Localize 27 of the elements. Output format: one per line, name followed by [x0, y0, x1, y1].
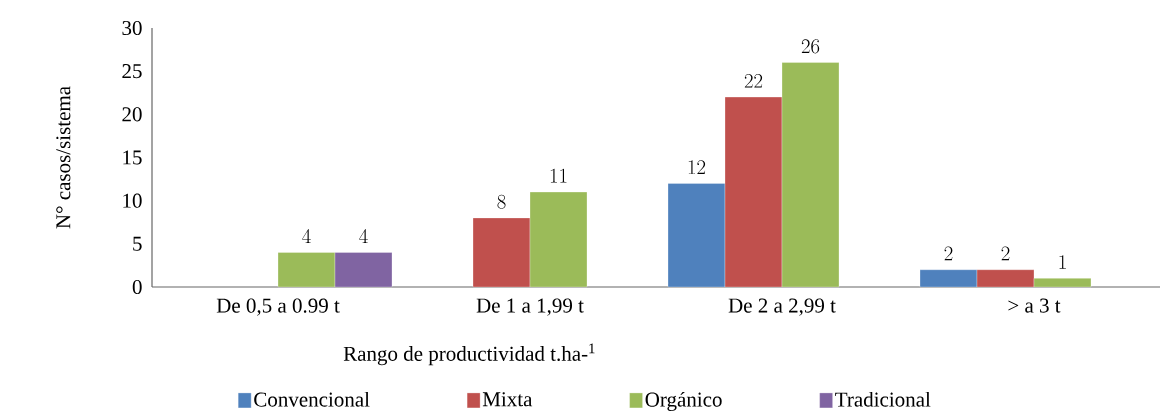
data-label: 1 [1059, 255, 1066, 269]
legend-label: Mixta [482, 392, 533, 407]
data-label: 8 [497, 194, 506, 209]
y-tick-label: 0 [132, 279, 142, 295]
x-axis-title: Rango de productividad t.ha-$^{1}$ [343, 343, 595, 366]
x-tick-label: De 1 a 1,99 t [476, 298, 584, 316]
x-tick-label: De 0,5 a 0.99 t [216, 298, 340, 316]
x-tick-label: > a 3 t [1008, 298, 1061, 313]
y-tick-label: 15 [123, 150, 142, 165]
data-label: 4 [359, 229, 368, 243]
data-label: 22 [744, 73, 763, 88]
legend-label: Orgánico [645, 391, 722, 412]
data-label: 12 [688, 160, 706, 174]
legend-label: Convencional [254, 391, 370, 407]
y-tick-label: 25 [122, 64, 142, 79]
data-label: 2 [1001, 246, 1010, 261]
y-tick-label: 30 [122, 20, 142, 36]
x-tick-label: De 2 a 2,99 t [728, 298, 836, 316]
y-tick-label: 20 [122, 107, 142, 122]
y-tick-label: 5 [133, 236, 142, 251]
data-label: 11 [550, 168, 567, 183]
data-label: 26 [801, 39, 820, 54]
y-axis-title: N° casos/sistema [56, 86, 71, 229]
legend-label: Tradicional [835, 391, 931, 407]
data-label: 4 [302, 229, 311, 243]
data-label: 2 [944, 246, 953, 261]
y-tick-label: 10 [123, 193, 142, 208]
